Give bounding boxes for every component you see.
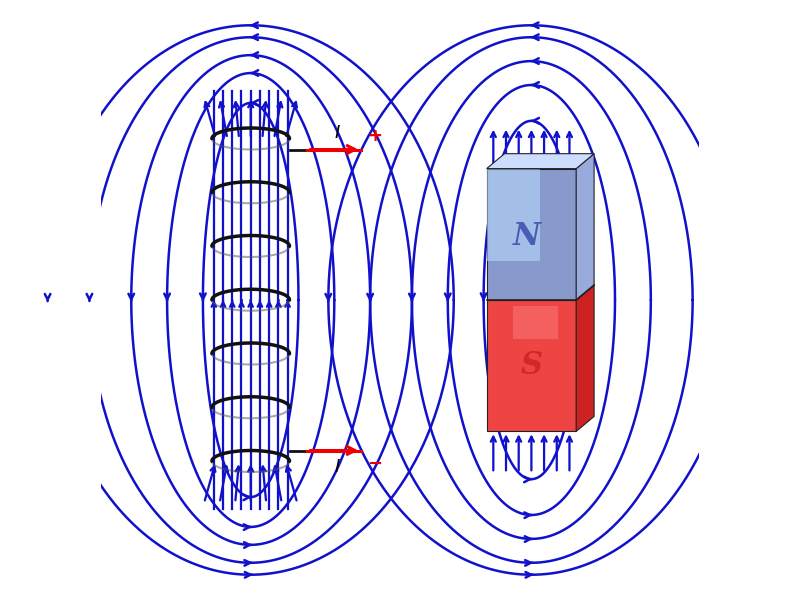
Polygon shape: [486, 169, 576, 300]
Text: $I$: $I$: [334, 458, 341, 476]
Text: S: S: [520, 350, 542, 381]
Polygon shape: [514, 306, 558, 340]
Polygon shape: [486, 169, 540, 260]
Text: −: −: [367, 455, 382, 473]
Polygon shape: [486, 300, 576, 431]
Polygon shape: [576, 154, 594, 300]
Text: +: +: [367, 127, 382, 145]
Polygon shape: [576, 285, 594, 431]
Text: N: N: [513, 221, 541, 253]
Polygon shape: [486, 154, 594, 169]
Text: $I$: $I$: [334, 124, 341, 142]
